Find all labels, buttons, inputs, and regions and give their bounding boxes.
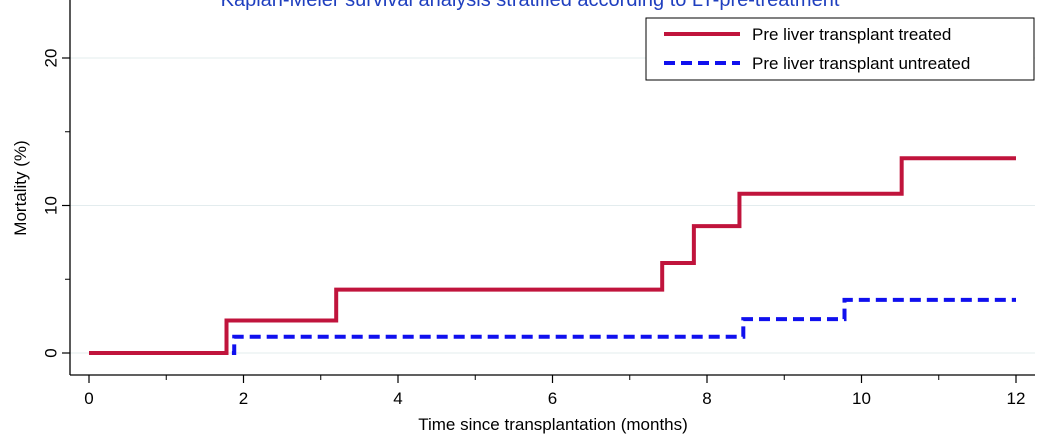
x-tick-label-8: 8 — [702, 389, 711, 408]
x-axis-title: Time since transplantation (months) — [418, 415, 688, 434]
legend: Pre liver transplant treated Pre liver tr… — [645, 17, 1035, 81]
x-tick-label-0: 0 — [84, 389, 93, 408]
chart-title: Kaplan-Meier survival analysis stratifie… — [221, 0, 840, 11]
series-lines — [89, 156, 1016, 355]
x-tick-label-4: 4 — [393, 389, 402, 408]
gridlines — [70, 57, 1035, 354]
legend-box — [645, 17, 1035, 81]
y-tick-label-10: 10 — [42, 196, 61, 215]
y-tick-label-0: 0 — [42, 348, 61, 357]
x-tick-label-12: 12 — [1007, 389, 1026, 408]
x-ticks: 0 2 4 6 8 10 12 — [84, 375, 1025, 408]
y-ticks: 0 10 20 — [42, 49, 70, 358]
series-line-2 — [231, 297, 1016, 355]
chart-title-group: Kaplan-Meier survival analysis stratifie… — [221, 0, 840, 11]
legend-label-2: Pre liver transplant untreated — [752, 54, 970, 73]
series-line-1 — [89, 156, 1016, 355]
legend-label-1: Pre liver transplant treated — [752, 25, 951, 44]
x-tick-label-2: 2 — [239, 389, 248, 408]
y-tick-label-20: 20 — [42, 49, 61, 68]
x-tick-label-10: 10 — [852, 389, 871, 408]
y-axis-title: Mortality (%) — [11, 140, 30, 235]
x-tick-label-6: 6 — [548, 389, 557, 408]
